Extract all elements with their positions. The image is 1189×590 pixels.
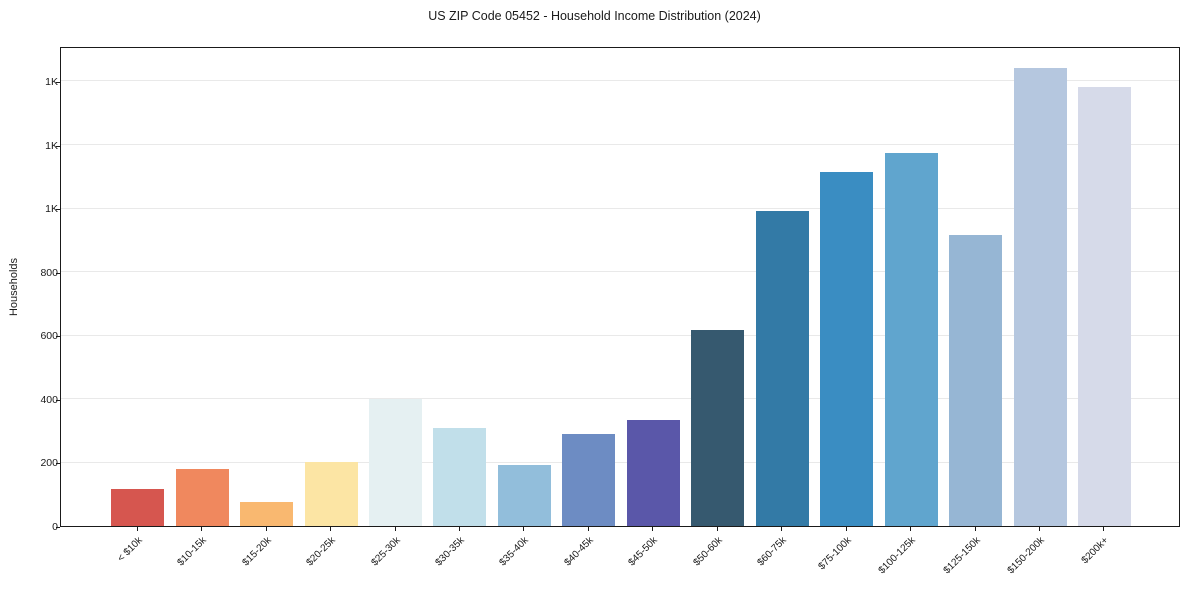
y-tick-mark	[56, 399, 60, 401]
x-tick-mark	[1039, 527, 1040, 531]
bar-$25-30k	[369, 399, 422, 526]
gridline-600	[61, 334, 1179, 336]
bar-$75-100k	[820, 171, 874, 526]
x-tick-mark	[201, 527, 203, 531]
bar-$30-35k	[433, 427, 487, 526]
gridline-400	[61, 398, 1179, 400]
bar-$200k+	[1077, 87, 1131, 526]
bar-$60-75k	[755, 210, 809, 526]
bar-$150-200k	[1013, 67, 1067, 526]
x-tick-mark	[587, 527, 589, 531]
y-tick-label: 0	[52, 521, 58, 533]
y-tick-mark	[56, 209, 60, 211]
y-tick-mark	[56, 336, 60, 338]
x-tick-mark	[845, 527, 847, 531]
bar-< $10k	[111, 488, 165, 526]
x-tick-label: < $10k	[115, 535, 145, 565]
x-tick-mark	[1103, 527, 1105, 531]
bar-$50-60k	[691, 330, 745, 526]
y-tick-mark	[56, 272, 60, 274]
gridline-800	[61, 271, 1179, 273]
gridline-200	[61, 461, 1179, 463]
gridline-1400	[61, 80, 1179, 82]
x-tick-mark	[330, 527, 332, 531]
x-tick-mark	[781, 527, 783, 531]
bar-$10-15k	[175, 469, 229, 526]
y-tick-mark	[56, 145, 60, 147]
bar-$125-150k	[949, 234, 1003, 526]
gridline-1200	[61, 144, 1179, 146]
x-tick-mark	[394, 527, 396, 531]
x-tick-mark	[458, 527, 460, 531]
bar-$15-20k	[240, 502, 294, 526]
y-tick-label: 1K	[45, 203, 58, 216]
x-tick-mark	[910, 527, 912, 531]
x-tick-mark	[716, 527, 718, 531]
y-tick-label: 400	[40, 393, 58, 406]
y-tick-mark	[56, 527, 60, 528]
y-tick-mark	[56, 81, 60, 83]
bar-$35-40k	[497, 465, 551, 526]
y-tick-label: 200	[40, 457, 58, 470]
x-tick-mark	[265, 527, 267, 531]
x-tick-mark	[652, 527, 654, 531]
y-tick-label: 1K	[45, 75, 58, 88]
chart-title: US ZIP Code 05452 - Household Income Dis…	[428, 9, 761, 23]
y-tick-label: 800	[40, 266, 58, 279]
plot-area	[60, 47, 1180, 527]
y-tick-label: 600	[40, 330, 58, 343]
bar-$100-125k	[884, 153, 938, 526]
bar-$20-25k	[304, 462, 358, 526]
gridline-1000	[61, 207, 1179, 209]
x-tick-mark	[974, 527, 976, 531]
bar-$40-45k	[562, 434, 616, 526]
y-axis-title: Households	[8, 257, 20, 317]
bar-$45-50k	[626, 419, 680, 526]
x-tick-mark	[523, 527, 525, 531]
y-tick-label: 1K	[45, 139, 58, 152]
x-tick-mark	[136, 527, 138, 531]
y-tick-mark	[56, 463, 60, 465]
